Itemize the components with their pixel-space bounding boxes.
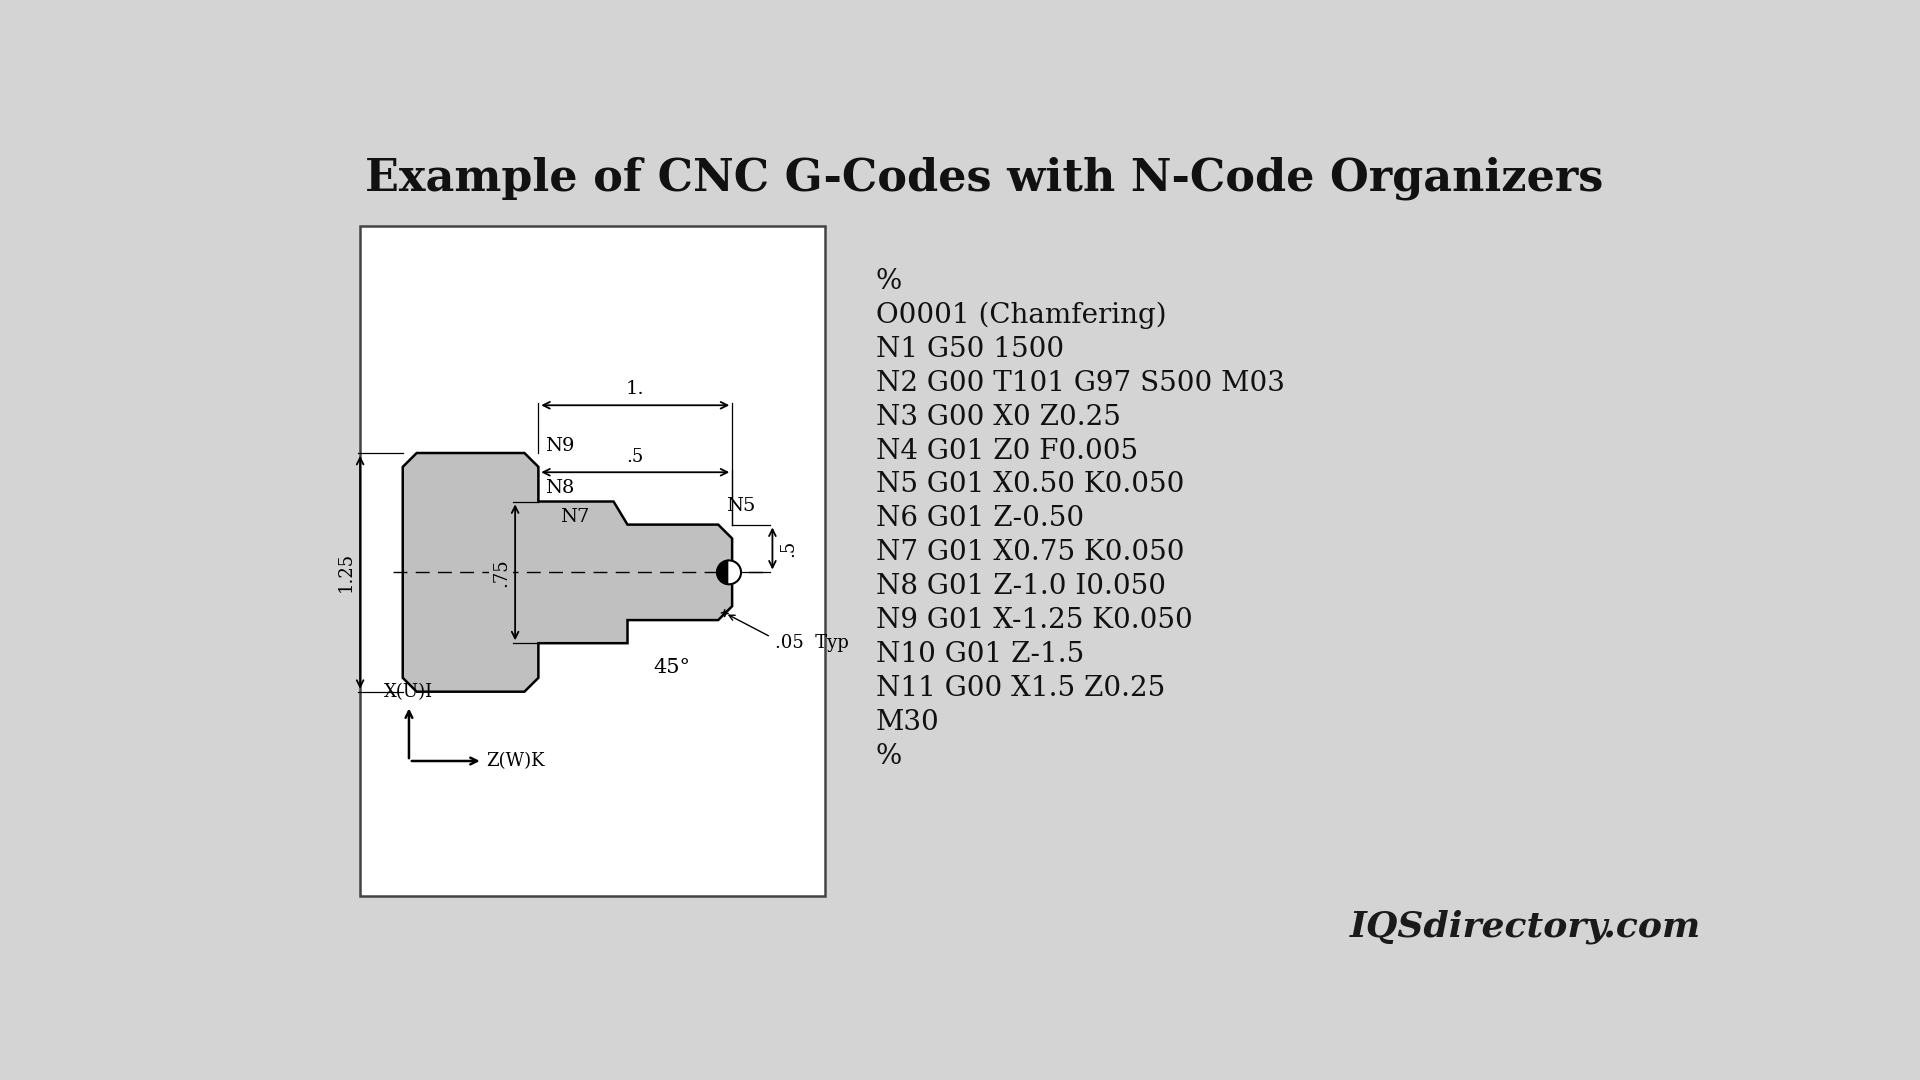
- Text: N1 G50 1500: N1 G50 1500: [876, 336, 1064, 363]
- Text: N3 G00 X0 Z0.25: N3 G00 X0 Z0.25: [876, 404, 1121, 431]
- Polygon shape: [730, 561, 741, 584]
- Text: N7: N7: [561, 508, 589, 526]
- Text: O0001 (Chamfering): O0001 (Chamfering): [876, 302, 1165, 329]
- Text: N8 G01 Z-1.0 I0.050: N8 G01 Z-1.0 I0.050: [876, 573, 1165, 600]
- Text: 45°: 45°: [653, 659, 691, 677]
- Text: N9 G01 X-1.25 K0.050: N9 G01 X-1.25 K0.050: [876, 607, 1192, 634]
- Text: X(U)I: X(U)I: [384, 683, 434, 701]
- Text: .75: .75: [492, 558, 511, 586]
- Text: N9: N9: [545, 436, 574, 455]
- Text: N8: N8: [545, 478, 574, 497]
- Text: N6 G01 Z-0.50: N6 G01 Z-0.50: [876, 505, 1083, 532]
- Text: M30: M30: [876, 708, 939, 735]
- Text: N2 G00 T101 G97 S500 M03: N2 G00 T101 G97 S500 M03: [876, 369, 1284, 396]
- Text: 1.: 1.: [626, 379, 645, 397]
- Text: .5: .5: [780, 540, 797, 557]
- Text: N11 G00 X1.5 Z0.25: N11 G00 X1.5 Z0.25: [876, 675, 1165, 702]
- Text: N5 G01 X0.50 K0.050: N5 G01 X0.50 K0.050: [876, 472, 1185, 499]
- Text: Z(W)K: Z(W)K: [486, 752, 545, 770]
- Text: .05  Typ: .05 Typ: [776, 634, 849, 652]
- Text: 1.25: 1.25: [338, 552, 355, 593]
- Polygon shape: [716, 561, 730, 584]
- Polygon shape: [403, 453, 732, 691]
- Text: N5: N5: [726, 498, 755, 515]
- Text: %: %: [876, 743, 902, 770]
- Bar: [361, 226, 826, 895]
- Text: %: %: [876, 268, 902, 295]
- Text: .5: .5: [626, 448, 643, 467]
- Text: N10 G01 Z-1.5: N10 G01 Z-1.5: [876, 640, 1083, 667]
- Text: IQSdirectory.com: IQSdirectory.com: [1350, 909, 1701, 944]
- Text: Example of CNC G-Codes with N-Code Organizers: Example of CNC G-Codes with N-Code Organ…: [365, 157, 1603, 200]
- Text: N4 G01 Z0 F0.005: N4 G01 Z0 F0.005: [876, 437, 1139, 464]
- Text: N7 G01 X0.75 K0.050: N7 G01 X0.75 K0.050: [876, 539, 1185, 566]
